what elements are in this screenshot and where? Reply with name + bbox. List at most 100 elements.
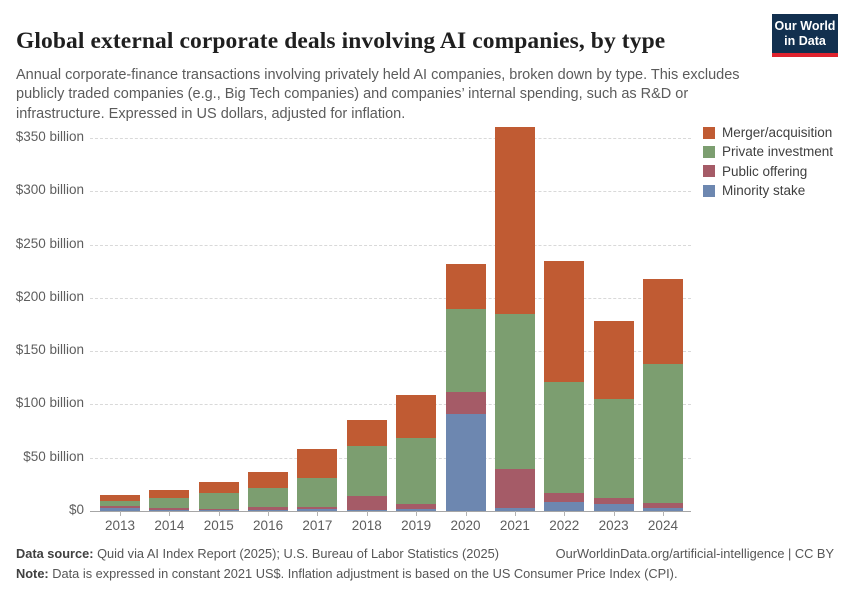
bar-segment-2015-public-offering xyxy=(198,508,239,511)
x-tick xyxy=(662,511,664,516)
gridline xyxy=(90,351,691,353)
bar-segment-2018-minority-stake xyxy=(346,509,387,511)
legend-item-minority-stake: Minority stake xyxy=(703,181,833,200)
bar-segment-2013-private-investment xyxy=(100,500,140,506)
page-title: Global external corporate deals involvin… xyxy=(16,27,666,54)
bar-segment-2016-private-investment xyxy=(248,487,289,508)
y-tick-label: $150 billion xyxy=(15,342,84,358)
bar-segment-2017-public-offering xyxy=(297,506,338,509)
x-tick xyxy=(416,511,418,516)
bar-segment-2021-merger-acquisition xyxy=(494,127,535,314)
owid-logo-line2: in Data xyxy=(784,33,826,48)
gridline xyxy=(90,191,691,193)
bar-segment-2014-private-investment xyxy=(149,497,190,508)
legend-swatch-icon xyxy=(703,126,715,139)
gridline xyxy=(90,297,691,299)
x-tick-label: 2017 xyxy=(302,518,333,533)
bar-segment-2017-private-investment xyxy=(297,478,338,507)
bar-segment-2014-public-offering xyxy=(149,508,190,511)
legend-item-public-offering: Public offering xyxy=(703,162,833,181)
chart-subtitle: Annual corporate-finance transactions in… xyxy=(16,66,740,122)
bar-segment-2021-private-investment xyxy=(494,313,535,470)
chart-legend: Merger/acquisition Private investment Publ… xyxy=(703,123,833,200)
bar-segment-2022-private-investment xyxy=(544,382,585,493)
y-tick-label: $50 billion xyxy=(23,448,84,464)
bar-segment-2023-private-investment xyxy=(593,399,634,499)
x-tick-label: 2021 xyxy=(499,518,530,533)
y-tick-label: $100 billion xyxy=(15,395,84,411)
bar-segment-2022-merger-acquisition xyxy=(544,260,585,383)
x-tick-label: 2016 xyxy=(253,518,284,533)
gridline xyxy=(90,457,691,459)
x-tick xyxy=(268,511,270,516)
footer-note-label: Note: xyxy=(16,565,49,581)
x-tick-label: 2022 xyxy=(549,518,580,533)
bar-segment-2024-private-investment xyxy=(642,364,683,503)
footer-source-line: Data source: Quid via AI Index Report (2… xyxy=(16,544,834,564)
x-tick xyxy=(218,511,220,516)
owid-logo-line1: Our World xyxy=(774,19,836,33)
x-tick-label: 2018 xyxy=(351,518,382,533)
gridline xyxy=(90,138,691,139)
x-tick-label: 2023 xyxy=(598,518,629,533)
bar-segment-2017-minority-stake xyxy=(297,508,338,511)
x-tick-label: 2015 xyxy=(203,518,234,533)
bar-segment-2015-private-investment xyxy=(198,492,239,509)
bar-segment-2018-public-offering xyxy=(346,496,387,510)
bar-segment-2015-merger-acquisition xyxy=(198,481,239,493)
bar-segment-2018-private-investment xyxy=(346,445,387,497)
x-tick xyxy=(613,511,615,516)
bar-segment-2024-merger-acquisition xyxy=(642,278,683,365)
bar-segment-2015-minority-stake xyxy=(198,510,239,511)
legend-swatch-icon xyxy=(703,165,715,178)
bar-segment-2014-minority-stake xyxy=(149,510,190,511)
bar-segment-2013-public-offering xyxy=(100,505,140,508)
footer-attribution: OurWorldinData.org/artificial-intelligen… xyxy=(555,546,834,561)
footer-note-line: Note: Data is expressed in constant 2021… xyxy=(16,564,834,584)
legend-label: Minority stake xyxy=(722,183,806,199)
owid-logo-stripe xyxy=(772,52,838,57)
bar-segment-2016-minority-stake xyxy=(248,509,289,511)
legend-label: Private investment xyxy=(722,144,834,160)
owid-logo: Our World in Data xyxy=(772,14,838,57)
x-axis-line xyxy=(90,511,691,512)
x-tick xyxy=(169,511,171,516)
bar-segment-2013-minority-stake xyxy=(100,508,140,511)
x-tick xyxy=(317,511,319,516)
y-tick-label: $300 billion xyxy=(15,182,84,198)
legend-label: Merger/acquisition xyxy=(722,125,833,141)
bar-segment-2016-public-offering xyxy=(248,507,289,510)
y-tick-label: $200 billion xyxy=(15,288,84,304)
footer-source-label: Data source: xyxy=(16,546,94,561)
gridline xyxy=(90,244,691,246)
x-tick xyxy=(120,511,121,516)
y-tick-label: $250 billion xyxy=(15,235,84,251)
legend-swatch-icon xyxy=(703,184,715,197)
gridline xyxy=(90,404,691,406)
legend-item-private-investment: Private investment xyxy=(703,142,833,161)
bar-segment-2022-public-offering xyxy=(544,492,585,503)
x-tick xyxy=(514,511,516,516)
bar-segment-2019-private-investment xyxy=(396,437,437,504)
bar-segment-2024-public-offering xyxy=(642,502,683,508)
bar-segment-2016-merger-acquisition xyxy=(248,471,289,488)
y-tick-label: $350 billion xyxy=(15,129,84,144)
bar-segment-2020-merger-acquisition xyxy=(445,263,486,309)
bar-segment-2021-public-offering xyxy=(494,469,535,509)
bar-segment-2020-public-offering xyxy=(445,391,486,414)
footer-source-text: Quid via AI Index Report (2025); U.S. Bu… xyxy=(93,546,499,561)
x-tick-label: 2020 xyxy=(450,518,481,533)
bar-segment-2019-minority-stake xyxy=(396,509,437,511)
x-tick xyxy=(564,511,566,516)
bar-segment-2013-merger-acquisition xyxy=(100,495,140,501)
bar-segment-2024-minority-stake xyxy=(642,507,683,511)
bar-segment-2014-merger-acquisition xyxy=(149,489,190,498)
bar-segment-2017-merger-acquisition xyxy=(297,449,338,479)
x-tick xyxy=(366,511,368,516)
bar-segment-2023-merger-acquisition xyxy=(593,321,634,400)
x-tick-label: 2024 xyxy=(647,518,678,533)
bar-segment-2021-minority-stake xyxy=(494,508,535,511)
x-tick-label: 2013 xyxy=(104,518,136,533)
x-tick-label: 2014 xyxy=(154,518,185,533)
